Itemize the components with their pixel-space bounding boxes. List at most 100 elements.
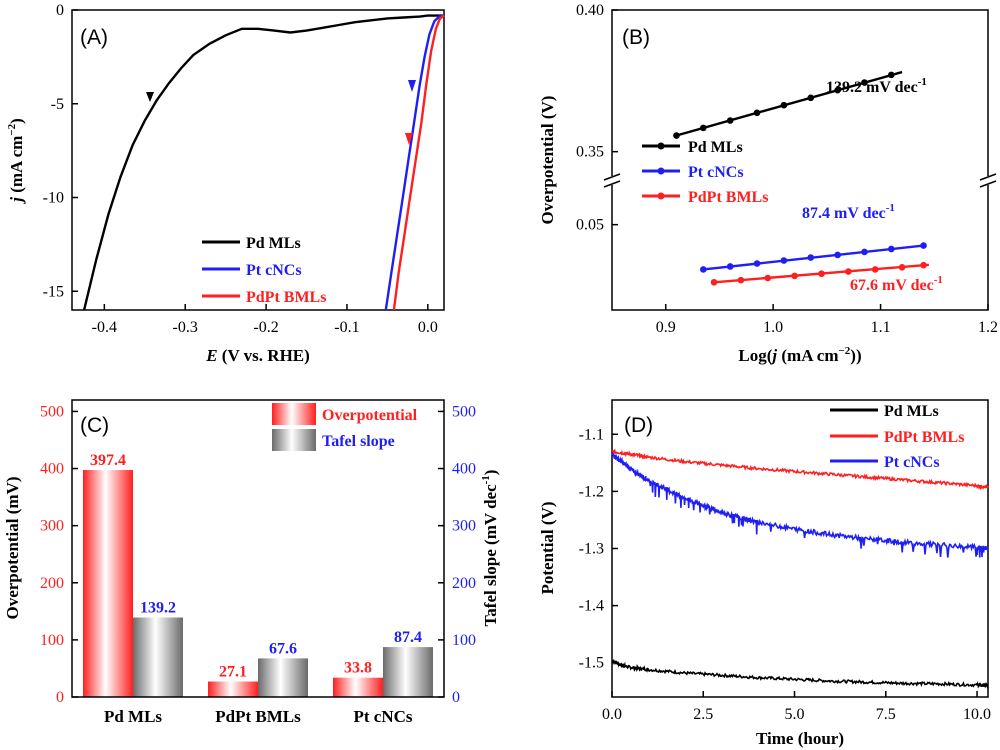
panel-b-point-pd-mls — [726, 117, 734, 124]
panel-d-series-pdpt-bmls — [611, 448, 989, 491]
panel-b-point-pd-mls — [888, 71, 895, 79]
panel-b-point-pdpt-bmls — [710, 278, 718, 286]
panel-c-value-overpotential: 33.8 — [344, 660, 372, 677]
panel-d-x-tick-label: 7.5 — [876, 706, 896, 723]
legend-pdpt-bmls: PdPt BMLs — [246, 289, 326, 306]
legend-d-pd-mls: Pd MLs — [884, 403, 939, 420]
panel-b-point-pd-mls — [807, 94, 815, 102]
panel-a-y-axis-label: j (mA cm−2) — [6, 118, 26, 205]
panel-c-y2-tick-label: 500 — [452, 403, 476, 420]
panel-c-category-label: Pt cNCs — [353, 707, 412, 726]
panel-c-y-tick-label: 0 — [56, 689, 64, 706]
panel-d-legend: Pd MLs PdPt BMLs Pt cNCs — [830, 403, 964, 471]
panel-b-point-pdpt-bmls — [871, 266, 879, 273]
panel-b-point-pdpt-bmls — [920, 261, 927, 269]
panel-a-label: (A) — [80, 26, 108, 49]
legend-b-pt-cncs: Pt cNCs — [688, 164, 744, 181]
panel-c-category-label: PdPt BMLs — [215, 707, 301, 726]
panel-a-x-tick-label: -0.4 — [92, 319, 117, 336]
panel-b-point-pt-cncs — [726, 263, 734, 270]
panel-a-y-tick-label: -5 — [51, 96, 64, 113]
panel-b-point-pdpt-bmls — [845, 268, 852, 275]
panel-b-chart: (B) 0.9 1.0 1.1 1.2 0.40 0.35 0.05 Pd MLs Pt c… — [538, 2, 998, 365]
slope-label-pt-cncs: 87.4 mV dec-1 — [802, 202, 895, 222]
scan-arrow-blue-icon — [408, 80, 416, 92]
panel-b-point-pt-cncs — [700, 266, 707, 273]
panel-b-y-tick-label: 0.40 — [576, 2, 604, 19]
legend-overpotential: Overpotential — [322, 407, 418, 424]
panel-b-point-pt-cncs — [888, 245, 895, 253]
panel-b-x-tick-label: 1.0 — [763, 319, 783, 336]
panel-d-x-axis-label: Time (hour) — [756, 729, 844, 748]
panel-b-point-pt-cncs — [753, 260, 761, 267]
scan-arrow-black-icon — [146, 92, 154, 102]
panel-c-value-tafel-slope: 139.2 — [140, 599, 176, 616]
panel-c-bar-tafel-slope — [258, 658, 308, 697]
panel-d-y-axis-label: Potential (V) — [538, 501, 557, 594]
panel-c-category-label: Pd MLs — [104, 707, 162, 726]
panel-b-point-pt-cncs — [920, 242, 927, 249]
legend-d-pt-cncs: Pt cNCs — [884, 454, 940, 471]
panel-a-series-pdpt-bmls — [392, 14, 445, 311]
panel-c-bar-tafel-slope — [133, 617, 183, 697]
panel-c-value-overpotential: 27.1 — [219, 664, 247, 681]
panel-d-y-tick-label: -1.2 — [579, 483, 604, 500]
panel-a-y-tick-label: 0 — [56, 2, 64, 19]
panel-c-bar-tafel-slope — [383, 647, 433, 697]
panel-d-label: (D) — [624, 414, 653, 437]
axis-break-marks — [603, 173, 997, 188]
panel-b-x-tick-label: 1.2 — [978, 319, 998, 336]
panel-c-value-tafel-slope: 87.4 — [394, 629, 422, 646]
panel-c-frame — [71, 399, 445, 698]
panel-c-y2-tick-label: 400 — [452, 461, 476, 478]
panel-b-y-axis-label: Overpotential (V) — [538, 96, 557, 225]
panel-b-point-pd-mls — [673, 132, 680, 139]
panel-a-frame — [71, 9, 445, 311]
panel-d-chart: (D) 0.0 2.5 5.0 7.5 10.0 -1.1 -1.2 -1.3 -1.4 -1.5… — [538, 399, 991, 748]
panel-c-y-tick-label: 400 — [40, 461, 64, 478]
panel-c-y-axis-label: Overpotential (mV) — [3, 476, 22, 619]
panel-c-y-tick-label: 100 — [40, 632, 64, 649]
panel-c-y-tick-label: 300 — [40, 518, 64, 535]
panel-b-point-pt-cncs — [780, 257, 788, 264]
panel-b-point-pd-mls — [780, 101, 788, 109]
panel-c-y2-tick-label: 200 — [452, 575, 476, 592]
panel-d-y-tick-label: -1.3 — [579, 541, 604, 558]
panel-a-x-tick-label: 0.0 — [418, 319, 438, 336]
legend-pt-cncs: Pt cNCs — [246, 262, 302, 279]
panel-d-y-tick-label: -1.1 — [579, 426, 604, 443]
panel-c-label: (C) — [80, 414, 109, 437]
panel-a-x-tick-label: -0.3 — [173, 319, 198, 336]
panel-a-x-tick-label: -0.2 — [253, 319, 278, 336]
legend-d-pdpt-bmls: PdPt BMLs — [884, 429, 964, 446]
panel-b-point-pd-mls — [834, 86, 841, 94]
panel-b-point-pdpt-bmls — [818, 270, 825, 278]
slope-label-pdpt-bmls: 67.6 mV dec-1 — [850, 274, 943, 294]
panel-d-x-tick-label: 2.5 — [693, 706, 713, 723]
panel-c-bar-overpotential — [208, 681, 258, 697]
panel-c-chart: 0 0 100 100 200 200 300 300 400 400 500 500 Pd MLs 3… — [3, 399, 500, 726]
panel-c-y-tick-label: 500 — [40, 403, 64, 420]
panel-b-y-tick-label: 0.05 — [576, 217, 604, 234]
panel-a-series-pd-mls — [82, 14, 444, 311]
panel-b-point-pt-cncs — [861, 248, 868, 256]
panel-c-bar-overpotential — [333, 677, 383, 697]
panel-b-point-pt-cncs — [834, 251, 841, 259]
panel-a-x-tick-label: -0.1 — [334, 319, 359, 336]
panel-c-y2-axis-label: Tafel slope (mV dec-1) — [480, 470, 500, 627]
panel-b-y-tick-label: 0.35 — [576, 144, 604, 161]
panel-b-point-pdpt-bmls — [737, 276, 745, 284]
panel-b-point-pd-mls — [861, 79, 868, 86]
legend-b-pdpt-bmls: PdPt BMLs — [688, 189, 768, 206]
legend-b-pd-mls: Pd MLs — [688, 139, 743, 156]
panel-c-y2-tick-label: 0 — [452, 689, 460, 706]
panel-a-series-pt-cncs — [384, 14, 445, 311]
panel-b-x-tick-label: 0.9 — [656, 319, 676, 336]
panel-b-point-pdpt-bmls — [791, 272, 798, 280]
panel-c-legend: Overpotential Tafel slope — [272, 403, 418, 451]
panel-d-series-pd-mls — [611, 658, 989, 689]
panel-c-bar-overpotential — [83, 470, 133, 697]
panel-d-y-tick-label: -1.5 — [579, 655, 604, 672]
panel-a-chart: (A) -0.4 -0.3 -0.2 -0.1 0.0 0 -5 -10 -15 Pd MLs … — [6, 2, 445, 365]
